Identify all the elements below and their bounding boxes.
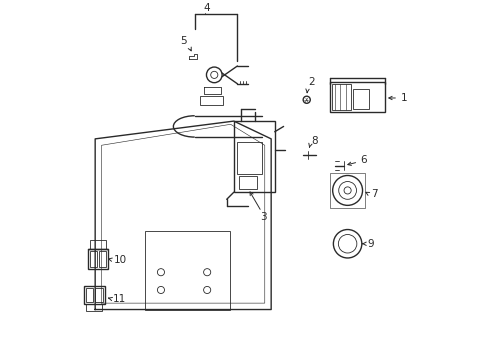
Bar bbox=[95, 288, 103, 302]
Bar bbox=[239, 176, 256, 189]
Text: 4: 4 bbox=[203, 3, 210, 13]
Text: 6: 6 bbox=[359, 155, 366, 165]
Bar bbox=[331, 84, 350, 111]
Bar bbox=[90, 240, 105, 249]
Text: 7: 7 bbox=[370, 189, 377, 199]
Text: 8: 8 bbox=[311, 136, 317, 146]
Bar bbox=[85, 288, 93, 302]
Bar bbox=[90, 251, 97, 267]
Bar bbox=[237, 143, 262, 175]
Bar bbox=[233, 121, 274, 192]
Text: 3: 3 bbox=[260, 212, 266, 222]
Bar bbox=[83, 287, 105, 304]
Text: 11: 11 bbox=[113, 294, 126, 304]
Bar bbox=[88, 249, 107, 269]
Text: 1: 1 bbox=[400, 93, 407, 103]
Text: 5: 5 bbox=[180, 36, 187, 46]
Bar bbox=[352, 89, 368, 109]
Bar bbox=[200, 96, 223, 105]
Bar bbox=[144, 231, 230, 310]
Text: 9: 9 bbox=[366, 239, 373, 249]
Bar bbox=[99, 251, 105, 267]
Bar bbox=[329, 82, 384, 112]
Bar bbox=[329, 173, 365, 208]
Text: 2: 2 bbox=[307, 77, 314, 87]
Bar bbox=[85, 304, 102, 311]
Text: 10: 10 bbox=[113, 255, 126, 265]
